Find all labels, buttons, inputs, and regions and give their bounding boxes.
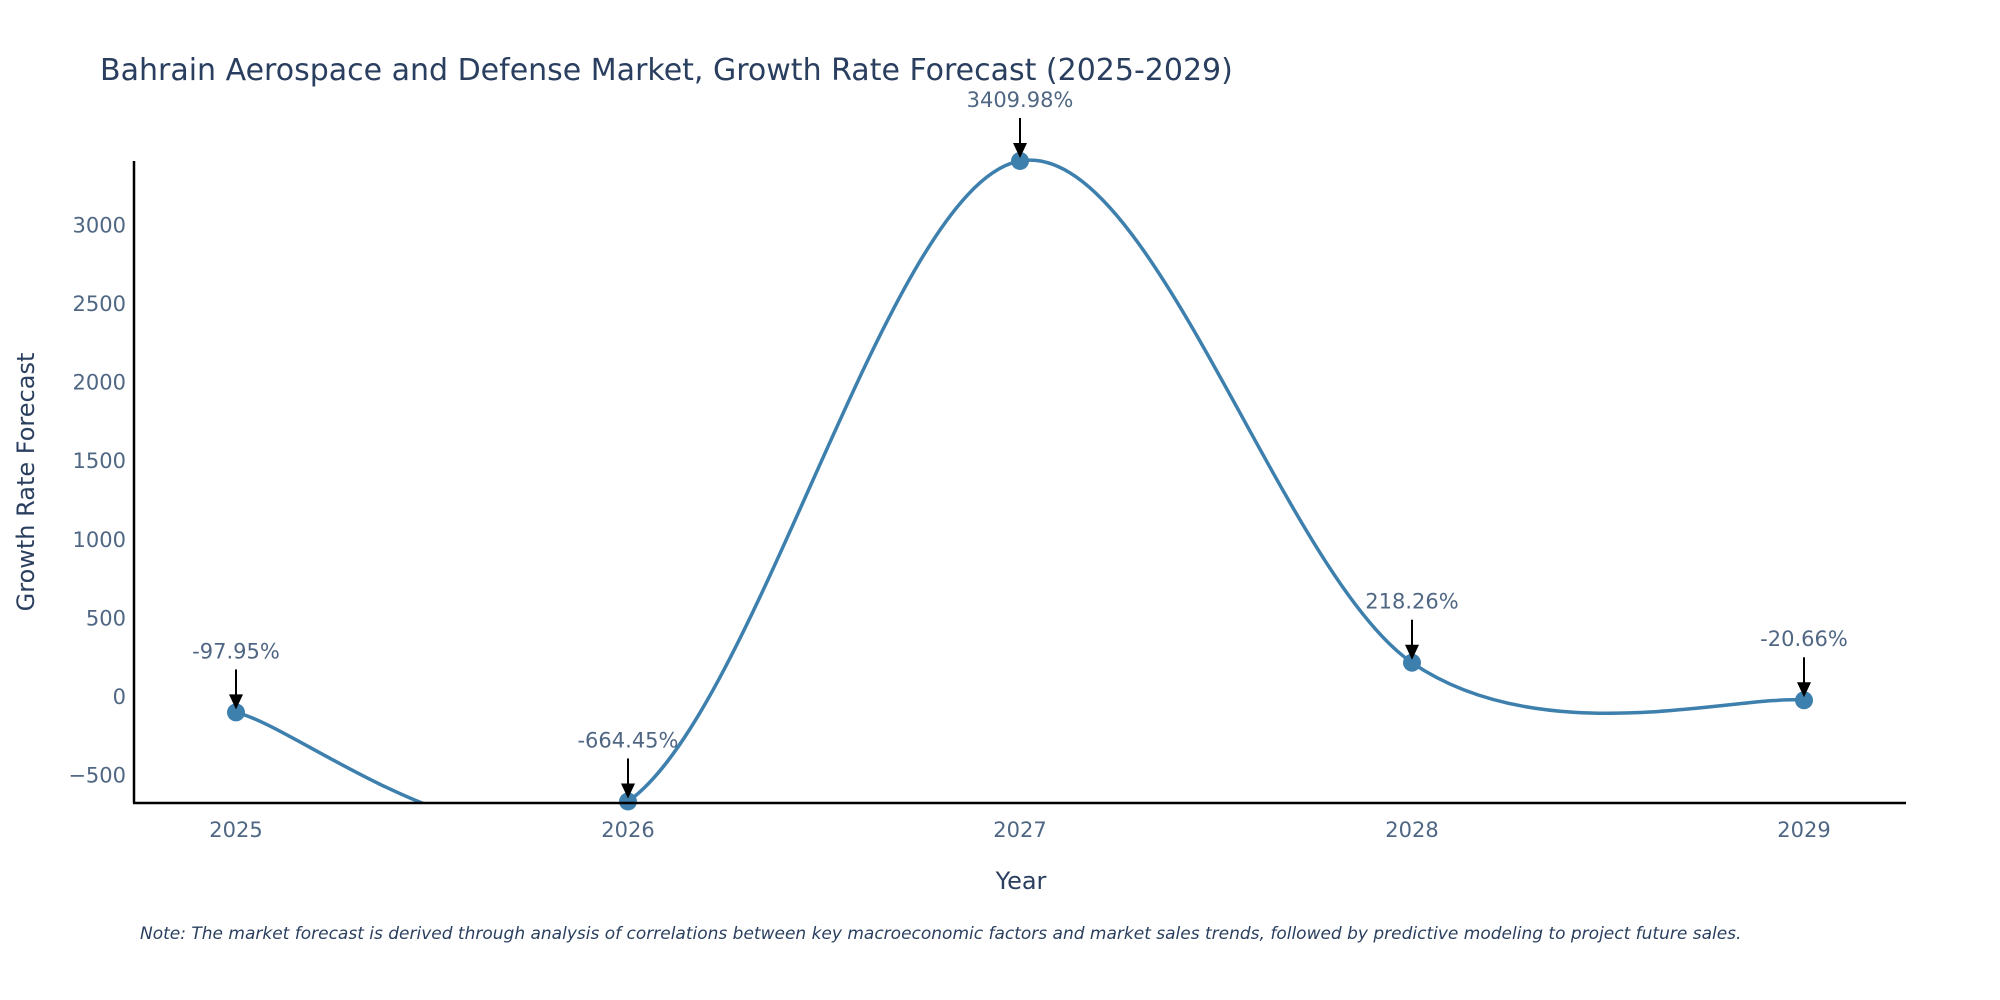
y-tick-label: −500: [68, 764, 126, 788]
y-tick-label: 1500: [73, 449, 126, 473]
series-line: [235, 158, 1805, 802]
y-tick-label: 2500: [73, 292, 126, 316]
data-point: [1795, 691, 1813, 710]
data-label: 218.26%: [1365, 590, 1458, 614]
chart-note: Note: The market forecast is derived thr…: [140, 924, 1741, 944]
data-label: -664.45%: [577, 728, 678, 752]
x-tick-label: 2025: [209, 818, 262, 842]
y-axis-ticks: −500 0 500 1000 1500 2000 2500 3000: [68, 213, 126, 787]
data-label: -97.95%: [192, 639, 280, 663]
x-axis-ticks: 2025 2026 2027 2028 2029: [209, 818, 1830, 842]
y-tick-label: 3000: [73, 213, 126, 237]
annotation-arrow-head: [1797, 682, 1811, 698]
data-point: [227, 703, 245, 722]
data-point: [1403, 653, 1421, 672]
data-points: [227, 151, 1813, 811]
annotation-arrow-head: [1405, 644, 1419, 660]
y-tick-label: 500: [86, 606, 126, 630]
data-point: [619, 792, 637, 811]
x-tick-label: 2026: [601, 818, 654, 842]
annotation-arrow-head: [621, 783, 635, 799]
y-tick-label: 1000: [73, 528, 126, 552]
y-tick-label: 0: [113, 685, 126, 709]
x-tick-label: 2029: [1777, 818, 1830, 842]
annotation-arrow-head: [229, 694, 243, 710]
x-tick-label: 2028: [1385, 818, 1438, 842]
chart-title: Bahrain Aerospace and Defense Market, Gr…: [100, 53, 1233, 88]
data-annotations: -97.95% -664.45% 3409.98% 218.26% -20.66%: [192, 88, 1848, 799]
data-label: -20.66%: [1760, 627, 1848, 651]
y-tick-label: 2000: [73, 371, 126, 395]
data-point: [1011, 151, 1029, 170]
x-axis-title: Year: [995, 867, 1047, 895]
annotation-arrow-head: [1013, 142, 1027, 158]
data-label: 3409.98%: [967, 88, 1074, 112]
x-tick-label: 2027: [993, 818, 1046, 842]
y-axis-title: Growth Rate Forecast: [12, 353, 40, 612]
